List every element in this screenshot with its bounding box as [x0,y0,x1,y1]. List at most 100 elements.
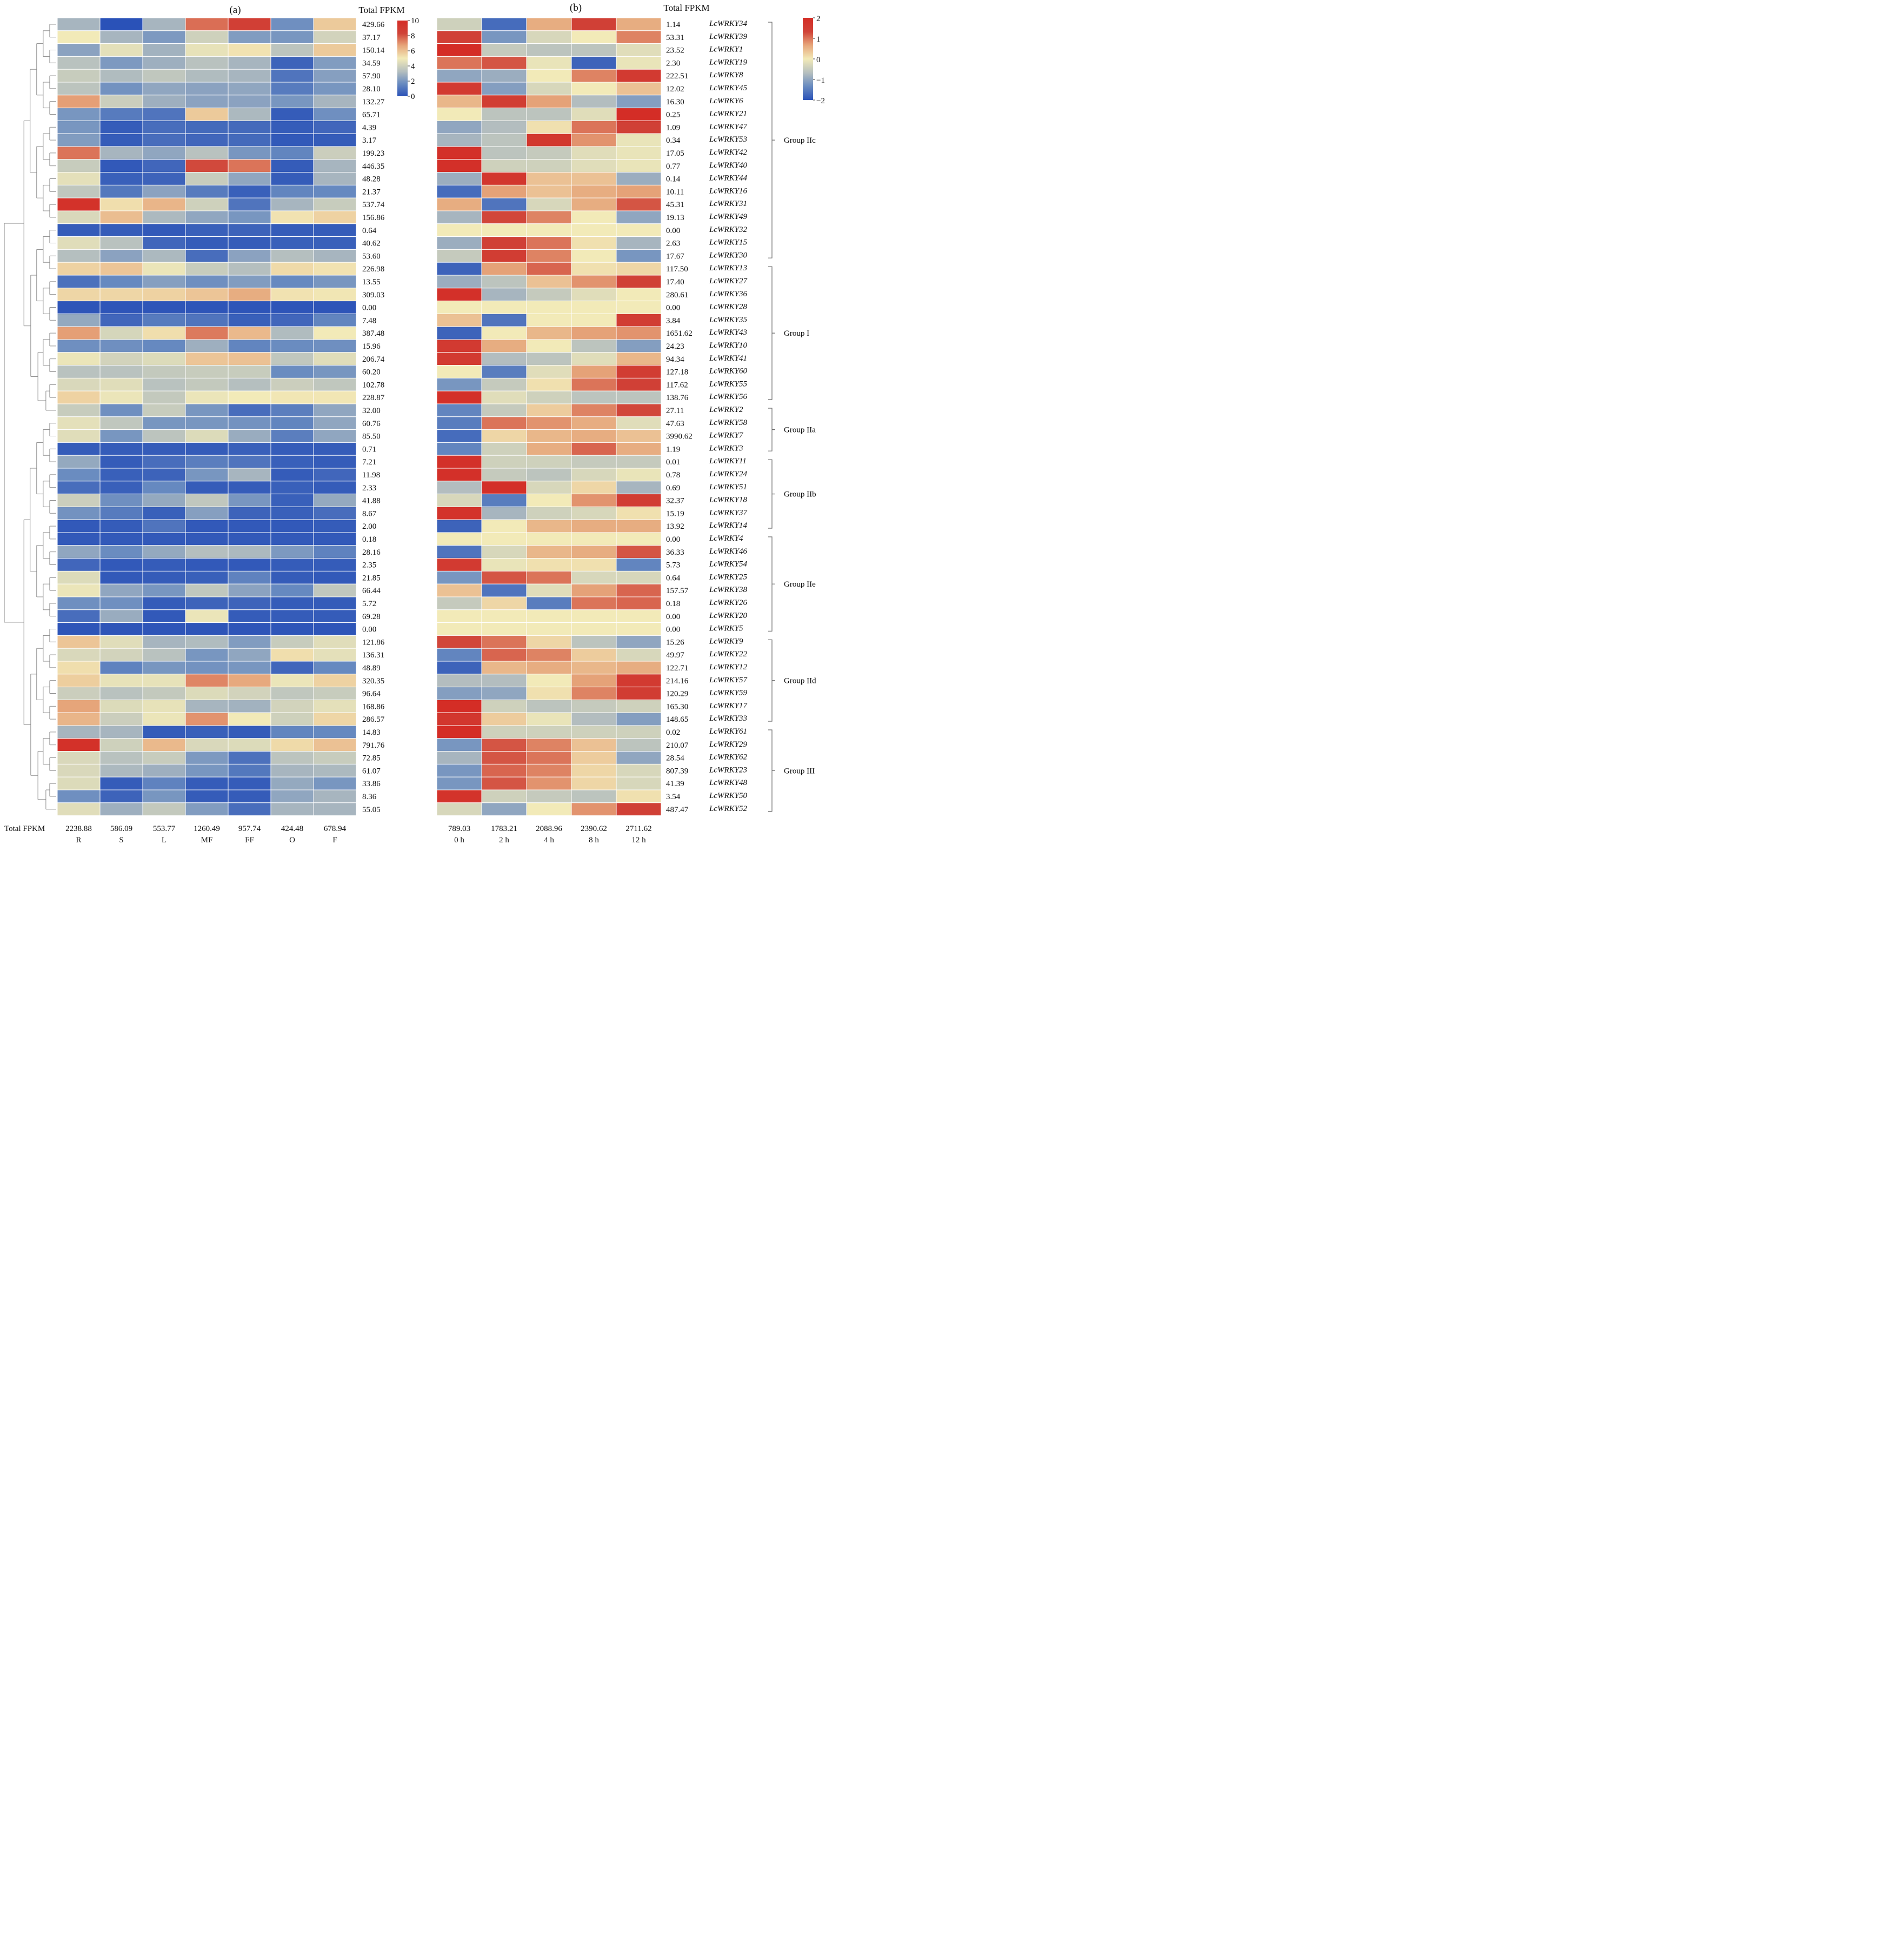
heatmap-a-cell [142,545,186,559]
heatmap-b-cell [436,789,482,803]
heatmap-a-cell [142,197,186,211]
heatmap-a-cell [313,712,357,726]
heatmap-b-cell [436,172,482,185]
heatmap-a-cell [270,596,314,610]
heatmap-a-cell [185,558,229,571]
heatmap-b-cell [526,609,572,623]
heatmap-a-cell [142,288,186,302]
heatmap-b-cell [526,377,572,391]
heatmap-b-cell [616,210,662,224]
heatmap-b-cell [481,365,527,378]
heatmap-b-cell [436,223,482,237]
heatmap-a-cell [185,699,229,713]
heatmap-b-cell [571,184,617,198]
heatmap-b-cell [616,776,662,790]
gene-label-b: LcWRKY30 [709,251,748,260]
heatmap-a-cell [99,120,143,134]
heatmap-a-cell [228,56,271,70]
heatmap-b-cell [481,377,527,391]
gene-label-b: LcWRKY5 [709,624,743,633]
gene-label-b: LcWRKY31 [709,200,747,208]
heatmap-b-cell [616,699,662,713]
heatmap-b-cell [436,506,482,520]
heatmap-b-cell [616,197,662,211]
heatmap-a-cell [270,339,314,353]
heatmap-a-cell [313,249,357,263]
colorbar-a-tick-label: 4 [411,62,415,71]
heatmap-b-cell [526,43,572,57]
row-total-b: 1.14 [666,21,681,29]
heatmap-b-cell [481,197,527,211]
heatmap-b-cell [571,712,617,726]
heatmap-b-cell [481,275,527,289]
heatmap-a-cell [57,301,101,314]
row-total-b: 0.00 [666,304,680,313]
heatmap-a-cell [57,69,101,83]
row-totals-a: 429.66 37.17 150.14 34.59 57.90 28.10 132.27 65… [362,21,385,814]
heatmap-b-cell [436,648,482,662]
heatmap-b-cell [481,210,527,224]
heatmap-a-cell [270,570,314,584]
heatmap-a-cell [57,249,101,263]
heatmap-a-cell [270,262,314,276]
heatmap-b-cell [481,82,527,96]
heatmap-b-cell [436,622,482,636]
heatmap-b-cell [571,365,617,378]
heatmap-a-cell [99,661,143,675]
heatmap-a-cell [57,429,101,443]
heatmap-a-cell [270,30,314,44]
heatmap-b-cell [436,570,482,584]
heatmap-b-cell [436,699,482,713]
heatmap-a-cell [142,133,186,147]
colorbar-a-tick-label: 6 [411,47,415,56]
heatmap-a-cell [57,596,101,610]
heatmap-a-cell [270,210,314,224]
heatmap-b-cell [481,184,527,198]
row-total-b: 3.84 [666,316,681,325]
heatmap-a-cell [142,763,186,777]
heatmap-a-cell [228,377,271,391]
heatmap-a-cell [99,184,143,198]
heatmap-b-cell [571,442,617,456]
heatmap-a-cell [142,802,186,816]
heatmap-a-cell [313,583,357,597]
heatmap-b-cell [571,159,617,173]
heatmap-b-cell [571,699,617,713]
gene-label-b: LcWRKY55 [709,380,748,388]
heatmap-a-cell [185,532,229,546]
heatmap-a-cell [57,403,101,417]
heatmap-b-cell [571,532,617,546]
heatmap-a-cell [57,275,101,289]
gene-label-b: LcWRKY9 [709,637,743,646]
heatmap-a-cell [57,172,101,185]
row-total-a: 96.64 [362,690,381,699]
heatmap-a-cell [185,352,229,366]
row-total-b: 0.14 [666,175,681,184]
heatmap-a-cell [313,558,357,571]
gene-label-b: LcWRKY33 [709,714,747,723]
heatmap-b-cell [481,262,527,276]
heatmap-a-cell [99,687,143,700]
row-total-b: 2.30 [666,59,680,68]
row-total-b: 0.69 [666,484,680,493]
heatmap-a-cell [99,377,143,391]
row-total-b: 0.02 [666,728,680,737]
heatmap-b-cell [616,648,662,662]
heatmap-a-cell [99,223,143,237]
heatmap-b-cell [526,648,572,662]
heatmap-a-cell [228,776,271,790]
heatmap-a-cell [228,570,271,584]
heatmap-b-cell [481,519,527,533]
heatmap-a-cell [185,442,229,456]
heatmap-a-cell [270,82,314,96]
colorbar-a-tick-label: 8 [411,32,415,41]
row-total-b: 32.37 [666,497,684,506]
heatmap-b-cell [571,313,617,327]
heatmap-a-cell [185,326,229,340]
heatmap-a-cell [185,455,229,469]
row-totals-b: 1.14 53.31 23.52 2.30 222.51 12.02 16.30 0.25 1.… [666,21,693,814]
heatmap-a-cell [228,43,271,57]
row-total-b: 16.30 [666,98,684,107]
heatmap-a-cell [270,197,314,211]
row-total-b: 0.00 [666,626,680,634]
